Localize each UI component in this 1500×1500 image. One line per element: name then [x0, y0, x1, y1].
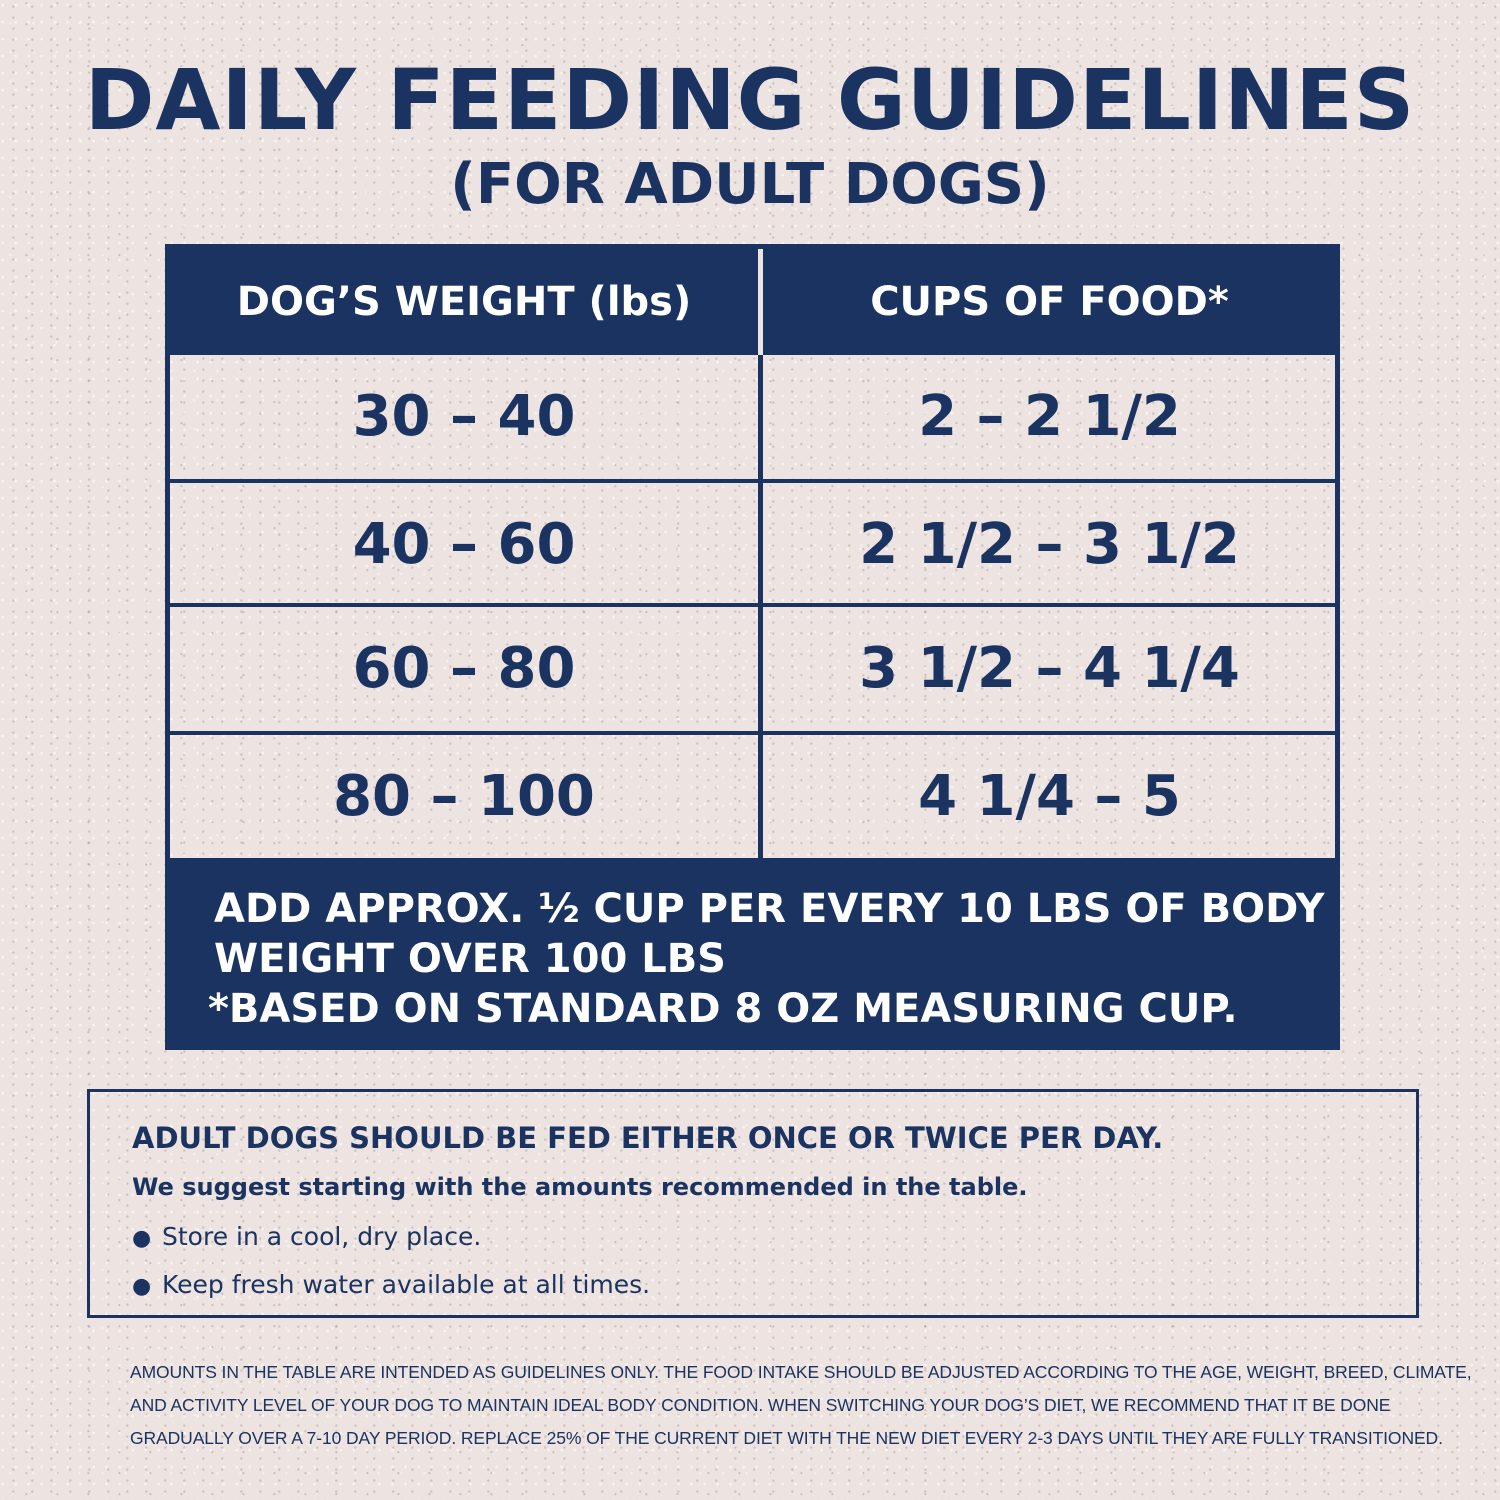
feeding-info-box: ADULT DOGS SHOULD BE FED EITHER ONCE OR …	[87, 1089, 1419, 1318]
list-item: ● Store in a cool, dry place.	[132, 1214, 1416, 1262]
disclaimer-text: AMOUNTS IN THE TABLE ARE INTENDED AS GUI…	[130, 1356, 1472, 1455]
weight-cell: 80 – 100	[333, 764, 595, 829]
table-row: 80 – 100 4 1/4 – 5	[170, 731, 1335, 855]
header-divider	[758, 249, 763, 355]
footnote-line: ADD APPROX. ½ CUP PER EVERY 10 LBS OF BO…	[214, 886, 1325, 932]
disclaimer-line: GRADUALLY OVER A 7-10 DAY PERIOD. REPLAC…	[130, 1428, 1443, 1448]
column-header-weight: DOG’S WEIGHT (lbs)	[236, 279, 692, 325]
disclaimer-line: AMOUNTS IN THE TABLE ARE INTENDED AS GUI…	[130, 1362, 1472, 1382]
info-list: ● Store in a cool, dry place. ● Keep fresh…	[132, 1214, 1416, 1310]
cups-cell: 2 – 2 1/2	[918, 384, 1181, 449]
cups-cell: 2 1/2 – 3 1/2	[859, 512, 1240, 577]
footnote-line: *BASED ON STANDARD 8 OZ MEASURING CUP.	[208, 986, 1238, 1032]
column-divider	[758, 355, 763, 858]
column-header-cups: CUPS OF FOOD*	[870, 279, 1229, 325]
list-item-text: Keep fresh water available at all times.	[162, 1270, 651, 1299]
weight-cell: 30 – 40	[352, 384, 576, 449]
list-item-text: Store in a cool, dry place.	[162, 1222, 482, 1251]
info-subheading: We suggest starting with the amounts rec…	[132, 1173, 1028, 1201]
table-header-row: DOG’S WEIGHT (lbs) CUPS OF FOOD*	[170, 249, 1335, 355]
bullet-icon: ●	[132, 1274, 152, 1299]
page-title: DAILY FEEDING GUIDELINES	[84, 51, 1416, 149]
bullet-icon: ●	[132, 1226, 152, 1251]
feeding-table: DOG’S WEIGHT (lbs) CUPS OF FOOD* 30 – 40…	[165, 244, 1340, 1050]
info-heading: ADULT DOGS SHOULD BE FED EITHER ONCE OR …	[132, 1121, 1164, 1155]
weight-cell: 40 – 60	[352, 512, 576, 577]
weight-cell: 60 – 80	[352, 636, 576, 701]
table-footnote: ADD APPROX. ½ CUP PER EVERY 10 LBS OF BO…	[170, 858, 1335, 1045]
cups-cell: 3 1/2 – 4 1/4	[859, 636, 1240, 701]
list-item: ● Keep fresh water available at all times…	[132, 1262, 1416, 1310]
table-row: 40 – 60 2 1/2 – 3 1/2	[170, 479, 1335, 603]
footnote-line: WEIGHT OVER 100 LBS	[214, 936, 726, 982]
disclaimer-line: AND ACTIVITY LEVEL OF YOUR DOG TO MAINTA…	[130, 1395, 1391, 1415]
cups-cell: 4 1/4 – 5	[918, 764, 1181, 829]
table-row: 30 – 40 2 – 2 1/2	[170, 355, 1335, 479]
page-subtitle: (FOR ADULT DOGS)	[450, 152, 1050, 217]
table-row: 60 – 80 3 1/2 – 4 1/4	[170, 603, 1335, 727]
